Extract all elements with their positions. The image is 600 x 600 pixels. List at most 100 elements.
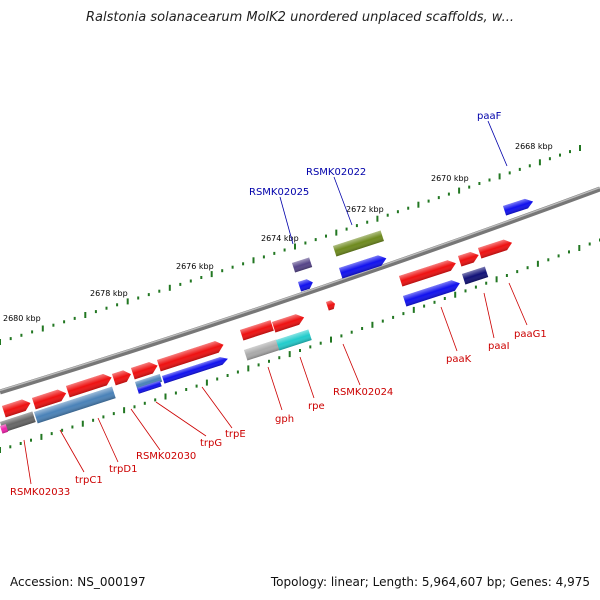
leader-line — [130, 408, 161, 451]
scale-tick-major — [168, 284, 171, 291]
scale-tick-major — [41, 325, 44, 332]
gene-arrow[interactable] — [32, 387, 68, 410]
scale-tick-major — [126, 298, 129, 305]
gene-arrow-shade — [326, 300, 335, 311]
leader-line — [155, 401, 207, 437]
scale-tick-minor — [102, 415, 105, 419]
scale-tick-minor — [314, 238, 317, 242]
gene-label[interactable]: RSMK02025 — [249, 187, 309, 198]
scale-tick-minor — [443, 297, 446, 300]
leader-line — [508, 282, 528, 326]
gene-arrow[interactable] — [137, 380, 162, 394]
scale-tick-minor — [19, 442, 22, 445]
gene-labels-top: paaF RSMK02022 RSMK02025 — [249, 111, 502, 198]
scale-tick-minor — [63, 320, 66, 324]
scale-tick-minor — [31, 330, 34, 334]
gene-label[interactable]: gph — [275, 414, 294, 425]
scale-tick-minor — [427, 199, 430, 203]
gene-label[interactable]: paaK — [446, 354, 472, 365]
tick-label: 2678 kbp — [90, 289, 128, 298]
tick-label: 2680 kbp — [3, 314, 41, 323]
scale-tick-minor — [226, 374, 229, 377]
gene-label[interactable]: trpE — [225, 429, 246, 440]
gene-arrow-shade — [276, 329, 312, 351]
gene-arrow[interactable] — [292, 257, 313, 273]
gene-arrow[interactable] — [240, 320, 274, 341]
gene-arrow[interactable] — [34, 386, 116, 424]
gene-arrow[interactable] — [157, 339, 225, 372]
gene-arrow[interactable] — [0, 424, 9, 434]
scale-tick-minor — [402, 312, 405, 316]
gene-arrow[interactable] — [399, 258, 458, 287]
leader-line — [487, 120, 508, 167]
gene-arrow[interactable] — [162, 355, 229, 384]
tick-label: 2670 kbp — [431, 174, 469, 183]
gene-arrow[interactable] — [0, 411, 36, 433]
gene-arrow[interactable] — [131, 360, 159, 380]
scale-tick-minor — [105, 306, 108, 310]
gene-arrow[interactable] — [339, 253, 388, 279]
gene-arrow-shade — [135, 373, 163, 390]
scale-tick-minor — [30, 438, 32, 442]
scale-tick-major — [454, 291, 457, 298]
gene-arrow-shade — [2, 399, 31, 418]
gene-label[interactable]: RSMK02030 — [136, 451, 196, 462]
gene-arrow[interactable] — [326, 300, 336, 311]
gene-label[interactable]: trpG — [200, 438, 222, 449]
gene-arrow[interactable] — [276, 329, 312, 351]
gene-arrow[interactable] — [478, 237, 514, 259]
scale-tick-minor — [231, 265, 234, 269]
gene-arrow[interactable] — [298, 278, 314, 292]
gene-arrow[interactable] — [244, 339, 280, 361]
scale-tick-minor — [557, 254, 560, 258]
scale-tick-minor — [154, 398, 157, 402]
scale-tick-major — [498, 173, 501, 180]
gene-arrow-shade — [272, 314, 305, 333]
gene-label[interactable]: paaF — [477, 111, 502, 122]
gene-arrow[interactable] — [112, 368, 133, 386]
leader-line — [342, 343, 361, 386]
scale-tick-major — [495, 276, 498, 283]
gene-arrow[interactable] — [333, 230, 384, 257]
scale-tick-minor — [518, 167, 521, 171]
scale-tick-major — [81, 420, 84, 427]
scale-tick-major — [538, 159, 541, 166]
scale-tick-minor — [137, 296, 140, 300]
gene-label[interactable]: RSMK02033 — [10, 487, 70, 498]
gene-label[interactable]: trpC1 — [75, 475, 103, 486]
scale-tick-minor — [179, 282, 182, 286]
leader-line — [440, 306, 458, 352]
gene-arrow[interactable] — [2, 397, 32, 418]
scale-tick-minor — [94, 310, 97, 314]
gene-arrow[interactable] — [272, 312, 306, 333]
gene-arrow[interactable] — [458, 250, 480, 267]
scale-tick-minor — [478, 182, 481, 185]
gene-label[interactable]: trpD1 — [109, 464, 137, 475]
gene-label[interactable]: RSMK02024 — [333, 387, 393, 398]
leader-line — [201, 386, 233, 429]
scale-tick-minor — [548, 157, 551, 161]
gene-arrow[interactable] — [66, 372, 113, 398]
scale-tick-minor — [568, 250, 570, 254]
scale-tick-major — [247, 365, 250, 372]
gene-arrow[interactable] — [503, 197, 535, 216]
gene-label[interactable]: paaG1 — [514, 329, 547, 340]
gene-arrow[interactable] — [403, 278, 462, 307]
scale-tick-minor — [20, 333, 23, 337]
scale-tick-minor — [423, 304, 426, 308]
gene-label[interactable]: rpe — [308, 401, 325, 412]
scale-tick-minor — [392, 315, 395, 319]
gene-arrow-shade — [503, 198, 534, 216]
gene-arrow[interactable] — [462, 266, 489, 285]
scale-tick-minor — [433, 300, 436, 304]
accession-text: Accession: NS_000197 — [10, 575, 146, 589]
scale-tick-major — [458, 187, 461, 194]
gene-features — [0, 197, 535, 434]
scale-tick-minor — [381, 319, 384, 323]
gene-label[interactable]: paaI — [488, 341, 510, 352]
gene-label[interactable]: RSMK02022 — [306, 167, 366, 178]
gene-arrow-shade — [0, 411, 36, 433]
scale-tick-minor — [309, 345, 312, 349]
gene-arrow[interactable] — [135, 373, 163, 390]
tick-label: 2672 kbp — [346, 205, 384, 214]
